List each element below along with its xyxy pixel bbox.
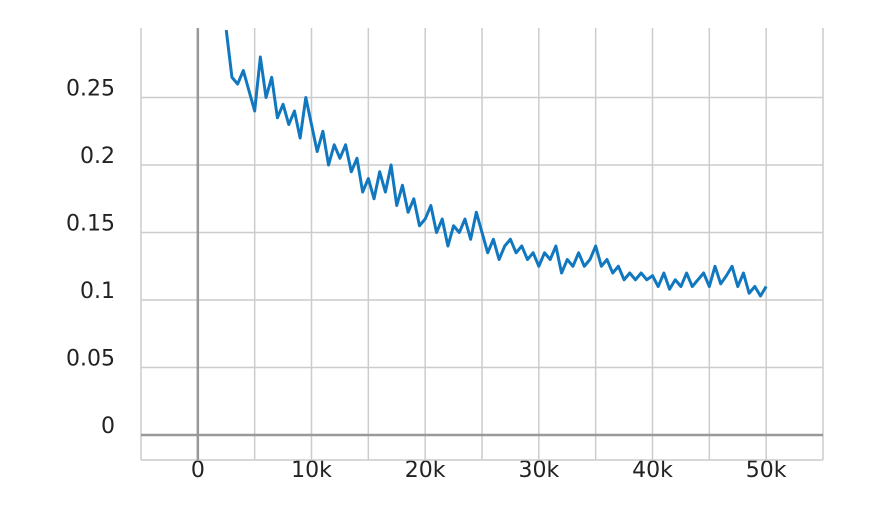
x-tick-label: 40k [632, 458, 673, 483]
y-tick-label: 0.05 [66, 347, 115, 372]
x-tick-label: 10k [291, 458, 332, 483]
y-tick-label: 0.25 [66, 77, 115, 102]
y-tick-label: 0.15 [66, 212, 115, 237]
x-tick-label: 50k [746, 458, 787, 483]
y-tick-label: 0.1 [80, 279, 115, 304]
plot-area [224, 29, 768, 298]
y-tick-label: 0 [101, 414, 115, 439]
data-line [224, 29, 768, 298]
x-tick-label: 0 [191, 458, 205, 483]
x-tick-label: 30k [518, 458, 559, 483]
x-tick-label: 20k [405, 458, 446, 483]
y-tick-label: 0.2 [80, 144, 115, 169]
